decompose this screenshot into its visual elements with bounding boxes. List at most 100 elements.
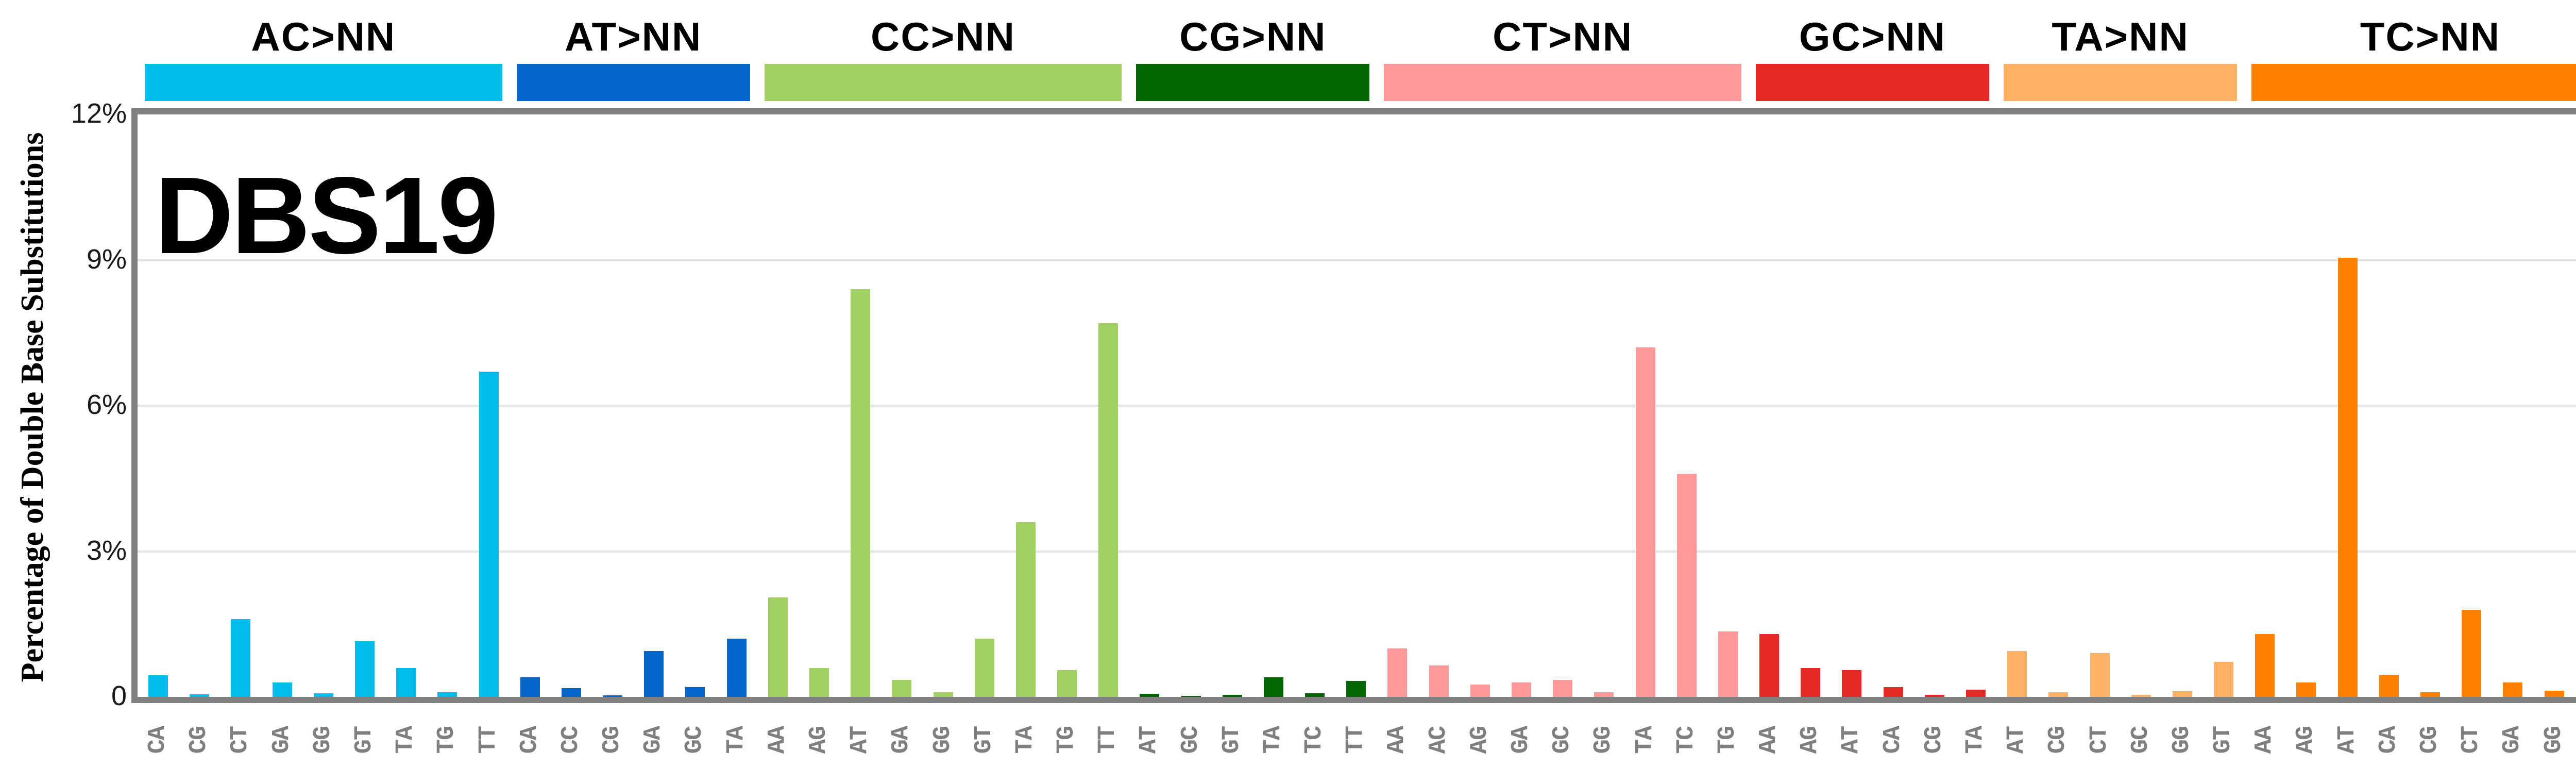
x-tick-label: CA: [2375, 726, 2402, 754]
x-tick-label: TG: [1053, 726, 1081, 754]
x-tick-label: TT: [1342, 726, 1370, 754]
bar: [1140, 694, 1160, 697]
gridline: [138, 259, 2576, 261]
x-tick-label: GG: [309, 726, 337, 754]
bar: [396, 668, 416, 697]
bar: [520, 677, 540, 697]
plot-frame-bottom: [131, 697, 2576, 703]
x-tick-label: AG: [2292, 726, 2320, 754]
x-tick-label: AT: [2003, 726, 2031, 754]
bar: [1057, 670, 1077, 697]
x-tick-label: TT: [474, 726, 502, 754]
group-color-box: [2251, 64, 2576, 101]
bar: [1635, 347, 1655, 697]
bar: [190, 694, 210, 697]
group-color-box: [145, 64, 502, 101]
x-tick-label: AT: [1838, 726, 1866, 754]
bar: [2255, 633, 2275, 697]
plot-frame-left: [131, 108, 138, 703]
bar: [603, 695, 623, 697]
bar: [2131, 695, 2151, 697]
x-tick-label: AG: [1466, 726, 1494, 754]
x-tick-label: CA: [516, 726, 544, 754]
x-tick-label: AG: [805, 726, 833, 754]
x-tick-label: AA: [2251, 726, 2279, 754]
y-tick-label: 6%: [86, 389, 127, 420]
bar: [1470, 685, 1490, 697]
bar: [1015, 522, 1036, 697]
bar: [2503, 682, 2523, 697]
bar: [2544, 690, 2564, 697]
group-header-label: CC>NN: [871, 14, 1015, 59]
bar: [1181, 696, 1201, 697]
x-tick-label: CG: [185, 726, 213, 754]
bar: [354, 641, 375, 697]
x-tick-label: GG: [2168, 726, 2196, 754]
x-tick-label: CT: [2458, 726, 2485, 754]
x-tick-label: GA: [888, 726, 916, 754]
group-header-label: TC>NN: [2360, 14, 2501, 59]
x-tick-label: TA: [392, 726, 420, 754]
y-tick-label: 12%: [71, 98, 127, 129]
bar: [2420, 692, 2440, 697]
x-tick-label: AG: [1797, 726, 1824, 754]
bar: [2296, 682, 2316, 697]
bar: [1512, 682, 1531, 697]
x-tick-label: GC: [2127, 726, 2155, 754]
x-tick-label: GT: [970, 726, 998, 754]
x-tick-label: GG: [1590, 726, 1618, 754]
x-tick-label: TA: [1011, 726, 1039, 754]
x-tick-label: CC: [557, 726, 585, 754]
x-tick-label: GA: [268, 726, 296, 754]
group-color-box: [1136, 64, 1370, 101]
x-tick-label: CT: [227, 726, 255, 754]
x-tick-label: AT: [1136, 726, 1163, 754]
x-tick-label: GA: [1507, 726, 1535, 754]
bar: [2379, 675, 2399, 697]
x-tick-label: AA: [1383, 726, 1411, 754]
x-tick-label: GA: [640, 726, 668, 754]
bar: [1594, 692, 1614, 697]
x-tick-label: GT: [2210, 726, 2238, 754]
x-tick-label: GT: [350, 726, 378, 754]
bar: [851, 289, 871, 697]
bar: [2214, 662, 2234, 697]
x-tick-label: CG: [2044, 726, 2072, 754]
x-tick-label: AA: [764, 726, 791, 754]
x-tick-label: TG: [1714, 726, 1741, 754]
bar: [809, 668, 829, 697]
bar: [1801, 668, 1821, 697]
bar: [437, 692, 457, 697]
bar: [1924, 695, 1944, 697]
x-tick-label: CA: [1879, 726, 1907, 754]
bar: [1387, 648, 1408, 697]
group-header-label: CG>NN: [1179, 14, 1327, 59]
x-tick-label: TA: [1631, 726, 1659, 754]
bar: [768, 597, 788, 697]
bar: [685, 687, 705, 697]
bar: [933, 692, 953, 697]
x-tick-label: AC: [1425, 726, 1452, 754]
x-tick-label: TA: [722, 726, 750, 754]
group-header-label: AC>NN: [251, 14, 396, 59]
x-tick-label: TA: [1961, 726, 1989, 754]
plot-title: DBS19: [155, 154, 498, 276]
bar: [1676, 473, 1697, 697]
x-tick-label: CT: [2086, 726, 2113, 754]
bar: [1346, 680, 1366, 697]
bar: [974, 639, 994, 697]
group-header-label: CT>NN: [1493, 14, 1633, 59]
x-tick-label: TT: [1094, 726, 1122, 754]
x-tick-label: TA: [1259, 726, 1287, 754]
bar: [231, 619, 251, 697]
x-tick-label: AA: [1755, 726, 1783, 754]
bar: [1429, 665, 1449, 697]
bar: [1883, 687, 1903, 697]
bar: [313, 693, 333, 697]
bar: [2007, 651, 2027, 697]
x-tick-label: TC: [1301, 726, 1329, 754]
bar: [1553, 680, 1573, 697]
x-tick-label: GT: [1218, 726, 1246, 754]
bar: [272, 682, 292, 697]
